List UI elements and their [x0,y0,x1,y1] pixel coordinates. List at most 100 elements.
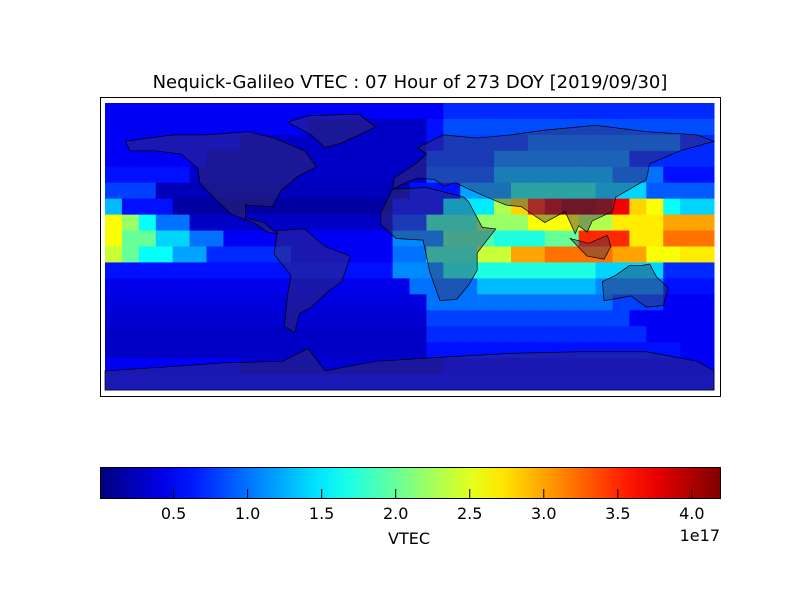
heatmap-cell [460,294,478,311]
continent-outline [104,348,715,391]
heatmap-cell [460,230,478,247]
heatmap-cell [206,358,224,375]
heatmap-cell [494,230,512,247]
heatmap-cell [341,342,360,359]
heatmap-cell [172,326,191,343]
heatmap-cell [578,150,597,168]
heatmap-cell [121,118,140,136]
heatmap-cell [240,294,258,311]
heatmap-cell [511,214,529,232]
heatmap-cell [105,246,123,263]
heatmap-cell [629,166,647,184]
heatmap-cell [274,278,292,295]
heatmap-cell [544,182,563,200]
heatmap-cell [426,182,444,200]
heatmap-cell [138,214,157,232]
heatmap-cell [663,342,681,359]
heatmap-cell [121,246,140,263]
heatmap-cell [324,374,343,391]
heatmap-cell [189,326,207,343]
heatmap-cell [494,262,512,279]
heatmap-cell [561,278,580,295]
heatmap-cell [578,134,597,152]
heatmap-cell [511,230,529,247]
continent-outline [124,131,317,235]
heatmap-cell [578,182,597,200]
colorbar-tick-label: 3.5 [605,504,630,523]
heatmap-cell [240,134,258,152]
heatmap-cell [206,326,224,343]
heatmap-cell [240,118,258,136]
heatmap-cell [426,230,444,247]
heatmap-cell [206,310,224,327]
heatmap-cell [527,342,546,359]
heatmap-cell [358,214,377,232]
heatmap-cell [341,374,360,391]
heatmap-cell [206,374,224,391]
heatmap-cell [612,118,630,136]
heatmap-cell [223,214,241,232]
heatmap-cell [206,214,224,232]
heatmap-cell [223,262,241,279]
heatmap-cell [527,262,546,279]
heatmap-cell [105,342,123,359]
heatmap-cell [544,118,563,136]
heatmap-cell [409,118,427,136]
heatmap-cell [578,118,597,136]
heatmap-cell [257,166,275,184]
heatmap-cell [511,262,529,279]
heatmap-cell [308,134,326,152]
heatmap-cell [257,150,275,168]
heatmap-cell [443,310,461,327]
heatmap-cell [274,118,292,136]
heatmap-cell [578,342,597,359]
heatmap-cell [409,358,427,375]
heatmap-cell [291,214,309,232]
heatmap-cell [189,294,207,311]
heatmap-cell [223,278,241,295]
heatmap-cell [544,310,563,327]
heatmap-cell [511,294,529,311]
heatmap-cell [612,278,630,295]
heatmap-cell [392,134,410,152]
heatmap-cell [527,246,546,263]
heatmap-cell [443,230,461,247]
heatmap-cell [121,262,140,279]
heatmap-cell [223,118,241,136]
heatmap-cell [274,150,292,168]
heatmap-cell [629,198,647,216]
heatmap-cell [138,198,157,216]
heatmap-cell [375,326,394,343]
heatmap-cell [511,166,529,184]
heatmap-cell [121,310,140,327]
heatmap-cell [155,103,174,120]
heatmap-cell [375,278,394,295]
heatmap-cell [206,294,224,311]
heatmap-cell [477,182,495,200]
heatmap-cell [189,166,207,184]
heatmap-cell [494,150,512,168]
heatmap-cell [578,103,597,120]
heatmap-cell [375,198,394,216]
heatmap-cell [527,374,546,391]
heatmap-cell [189,374,207,391]
heatmap-cell [460,118,478,136]
heatmap-cell [409,103,427,120]
heatmap-cell [646,198,664,216]
heatmap-cell [257,310,275,327]
heatmap-cell [308,262,326,279]
heatmap-cell [172,214,191,232]
colorbar [101,468,720,498]
heatmap-cell [240,182,258,200]
heatmap-cell [443,103,461,120]
heatmap-cell [460,342,478,359]
land-overlay [104,113,716,391]
heatmap-cell [324,246,343,263]
heatmap-cell [375,103,394,120]
heatmap-cell [375,358,394,375]
heatmap-cell [494,166,512,184]
heatmap-cell [324,150,343,168]
heatmap-cell [375,374,394,391]
heatmap-cell [105,294,123,311]
heatmap-cell [527,230,546,247]
